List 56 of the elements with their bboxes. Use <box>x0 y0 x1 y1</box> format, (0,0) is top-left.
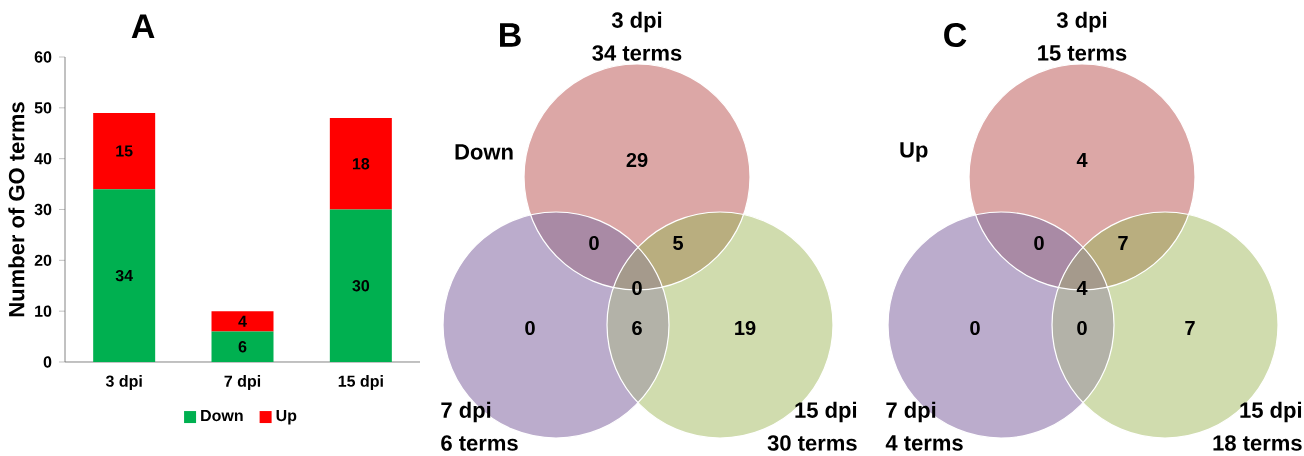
y-tick-label: 0 <box>43 356 52 368</box>
data-label: 5 <box>673 236 684 250</box>
text: 3 dpi <box>1056 11 1107 33</box>
text: 34 terms <box>592 45 682 61</box>
y-tick-label: 10 <box>35 305 52 317</box>
data-label: 0 <box>525 320 535 336</box>
data-label: 7 <box>1118 236 1128 250</box>
y-tick-label: 50 <box>34 102 52 114</box>
x-tick-label: 15 dpi <box>338 375 383 390</box>
data-label: 6 <box>238 341 247 353</box>
data-label: 0 <box>632 280 642 296</box>
data-label: 4 <box>238 315 247 327</box>
data-label: 15 <box>116 145 133 157</box>
text: 4 terms <box>885 435 963 451</box>
text: 15 dpi <box>1240 401 1302 423</box>
y-tick-label: 20 <box>34 254 52 266</box>
x-tick-label: 7 dpi <box>224 375 261 390</box>
text: 6 terms <box>441 435 518 451</box>
text: Up <box>900 142 928 162</box>
text: Down <box>455 144 513 160</box>
bar <box>93 112 156 190</box>
data-label: 0 <box>1034 235 1044 251</box>
bar <box>329 118 392 210</box>
data-label: 6 <box>632 320 642 336</box>
y-axis-title: Number of GO terms <box>8 102 25 317</box>
bar <box>329 209 392 362</box>
data-label: 19 <box>735 320 756 336</box>
bar <box>211 311 274 332</box>
data-label: 0 <box>970 320 980 336</box>
x-tick-label: 3 dpi <box>105 375 142 390</box>
y-tick-label: 40 <box>34 153 52 165</box>
data-label: 0 <box>1077 320 1087 336</box>
text: 7 dpi <box>441 401 491 423</box>
bar <box>211 331 274 362</box>
data-label: 4 <box>1076 281 1088 295</box>
data-label: 34 <box>115 269 133 282</box>
text: 18 terms <box>1213 435 1302 451</box>
text: 15 terms <box>1038 45 1127 61</box>
bar <box>93 189 156 362</box>
legend-label: Up <box>276 410 297 425</box>
data-label: 0 <box>589 235 599 251</box>
text: 7 dpi <box>886 401 936 423</box>
text: 15 dpi <box>795 401 857 423</box>
data-label: 30 <box>352 280 370 292</box>
data-label: 7 <box>1185 321 1195 335</box>
data-label: 4 <box>1076 153 1088 167</box>
text: 3 dpi <box>611 11 662 33</box>
y-tick-label: 60 <box>34 51 52 63</box>
text: B <box>500 23 521 47</box>
y-tick-label: 30 <box>34 203 52 216</box>
text: 30 terms <box>767 435 857 451</box>
text: C <box>944 22 967 48</box>
data-label: 18 <box>352 158 370 170</box>
data-label: 29 <box>626 152 648 168</box>
chart-title: A <box>131 14 155 38</box>
legend-label: Down <box>201 410 243 422</box>
